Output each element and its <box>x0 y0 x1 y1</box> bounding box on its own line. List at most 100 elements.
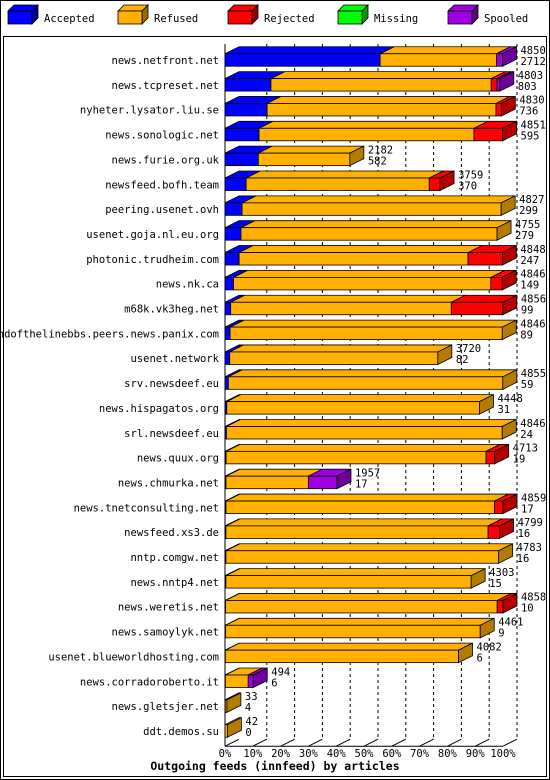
value-accepted: 31 <box>497 404 510 416</box>
bar-segment-rejected <box>450 301 504 316</box>
bar-segment-refused <box>379 53 497 67</box>
bar-segment-refused <box>258 127 475 142</box>
row-label: news.weretis.net <box>118 602 219 614</box>
legend-swatch <box>7 10 33 25</box>
bar-segment-rejected <box>473 127 503 142</box>
bar-segment-refused <box>225 575 472 589</box>
row-label: news.netfront.net <box>112 55 219 67</box>
bar-segment-top <box>225 568 486 576</box>
bar-end-face <box>496 220 512 241</box>
value-total: 4846 <box>520 269 545 281</box>
bar-segment-top <box>229 344 453 353</box>
bar-end-face <box>500 195 516 216</box>
tick-mark <box>224 738 240 747</box>
bar-segment-refused <box>225 624 481 639</box>
row-label: usenet.blueworldhosting.com <box>48 651 219 663</box>
legend-label: Spooled <box>484 13 528 25</box>
bar-end-face <box>349 145 365 167</box>
bar-segment-accepted <box>224 227 242 241</box>
value-accepted: 6 <box>271 677 277 689</box>
bar-segment-top <box>225 443 501 452</box>
bar-segment-accepted <box>224 78 272 92</box>
value-accepted: 279 <box>515 230 534 242</box>
x-tick-label: 10% <box>243 748 263 760</box>
bar-segment-refused <box>225 550 500 564</box>
value-accepted: 15 <box>489 578 502 590</box>
bar-end-face <box>502 46 517 67</box>
tick-mark <box>335 738 351 747</box>
bar-segment-rejected <box>496 600 504 614</box>
value-total: 4799 <box>518 517 543 529</box>
bar-segment-refused <box>240 227 498 241</box>
bar-segment-top <box>225 543 513 552</box>
bar-segment-top <box>266 96 511 104</box>
bar-segment-refused <box>257 152 351 167</box>
bar-end-face <box>501 269 517 291</box>
bar-segment-top <box>225 518 503 527</box>
bar-segment-refused <box>225 450 487 465</box>
legend-swatch <box>117 10 143 25</box>
value-accepted: 803 <box>518 81 537 93</box>
value-total: 4859 <box>521 492 546 504</box>
tick-mark <box>308 738 323 747</box>
x-tick-label: 70% <box>410 748 430 760</box>
row-label: peering.usenet.ovh <box>105 204 219 216</box>
value-total: 1957 <box>355 467 380 479</box>
bar-segment-top <box>225 617 495 626</box>
value-accepted: 595 <box>521 131 540 143</box>
bar-segment-refused <box>238 252 469 266</box>
bar-segment-top <box>225 593 512 601</box>
row-label: srl.newsdeef.eu <box>124 428 219 440</box>
value-accepted: 17 <box>355 478 368 490</box>
bar-end-face <box>502 592 518 614</box>
tick-mark <box>280 738 295 747</box>
row-label: photonic.trudheim.com <box>86 254 219 266</box>
bar-segment-top <box>226 394 494 403</box>
x-tick-label: 80% <box>438 748 458 760</box>
value-accepted: 582 <box>368 155 387 167</box>
bar-segment-top <box>241 195 516 204</box>
bar-segment-top <box>258 145 365 154</box>
value-total: 4855 <box>521 368 546 380</box>
bar-segment-refused <box>225 475 309 490</box>
legend-label: Accepted <box>44 13 95 25</box>
bar-end-face <box>226 692 242 713</box>
bar-segment-accepted <box>224 127 260 142</box>
legend-item-spooled: Spooled <box>447 4 528 25</box>
value-total: 4448 <box>497 393 522 405</box>
bar-segment-refused <box>266 103 497 117</box>
bar-row: ddt.demos.su 420 <box>143 716 258 739</box>
value-accepted: 16 <box>517 553 530 565</box>
bar-segment-refused <box>229 351 439 365</box>
bar-end-face <box>252 667 268 689</box>
legend-label: Missing <box>374 13 418 25</box>
row-label: nyheter.lysator.liu.se <box>80 105 219 117</box>
bar-segment-top <box>238 245 483 253</box>
bar-row: news.gletsjer.net 334 <box>112 691 258 714</box>
legend-item-missing: Missing <box>337 4 418 25</box>
x-tick-label: 0% <box>219 748 232 760</box>
bar-segment-top <box>258 120 489 129</box>
value-total: 4856 <box>521 294 546 306</box>
value-total: 4846 <box>520 418 545 430</box>
value-total: 4783 <box>517 542 542 554</box>
row-label: news.nk.ca <box>156 279 219 291</box>
chart-title: Outgoing feeds (innfeed) by articles <box>150 759 399 773</box>
bar-segment-accepted <box>224 301 232 316</box>
bar-segment-refused <box>230 301 452 316</box>
x-tick-label: 30% <box>299 748 319 760</box>
value-total: 4461 <box>498 617 523 629</box>
row-label: news.nntp4.net <box>130 577 219 589</box>
